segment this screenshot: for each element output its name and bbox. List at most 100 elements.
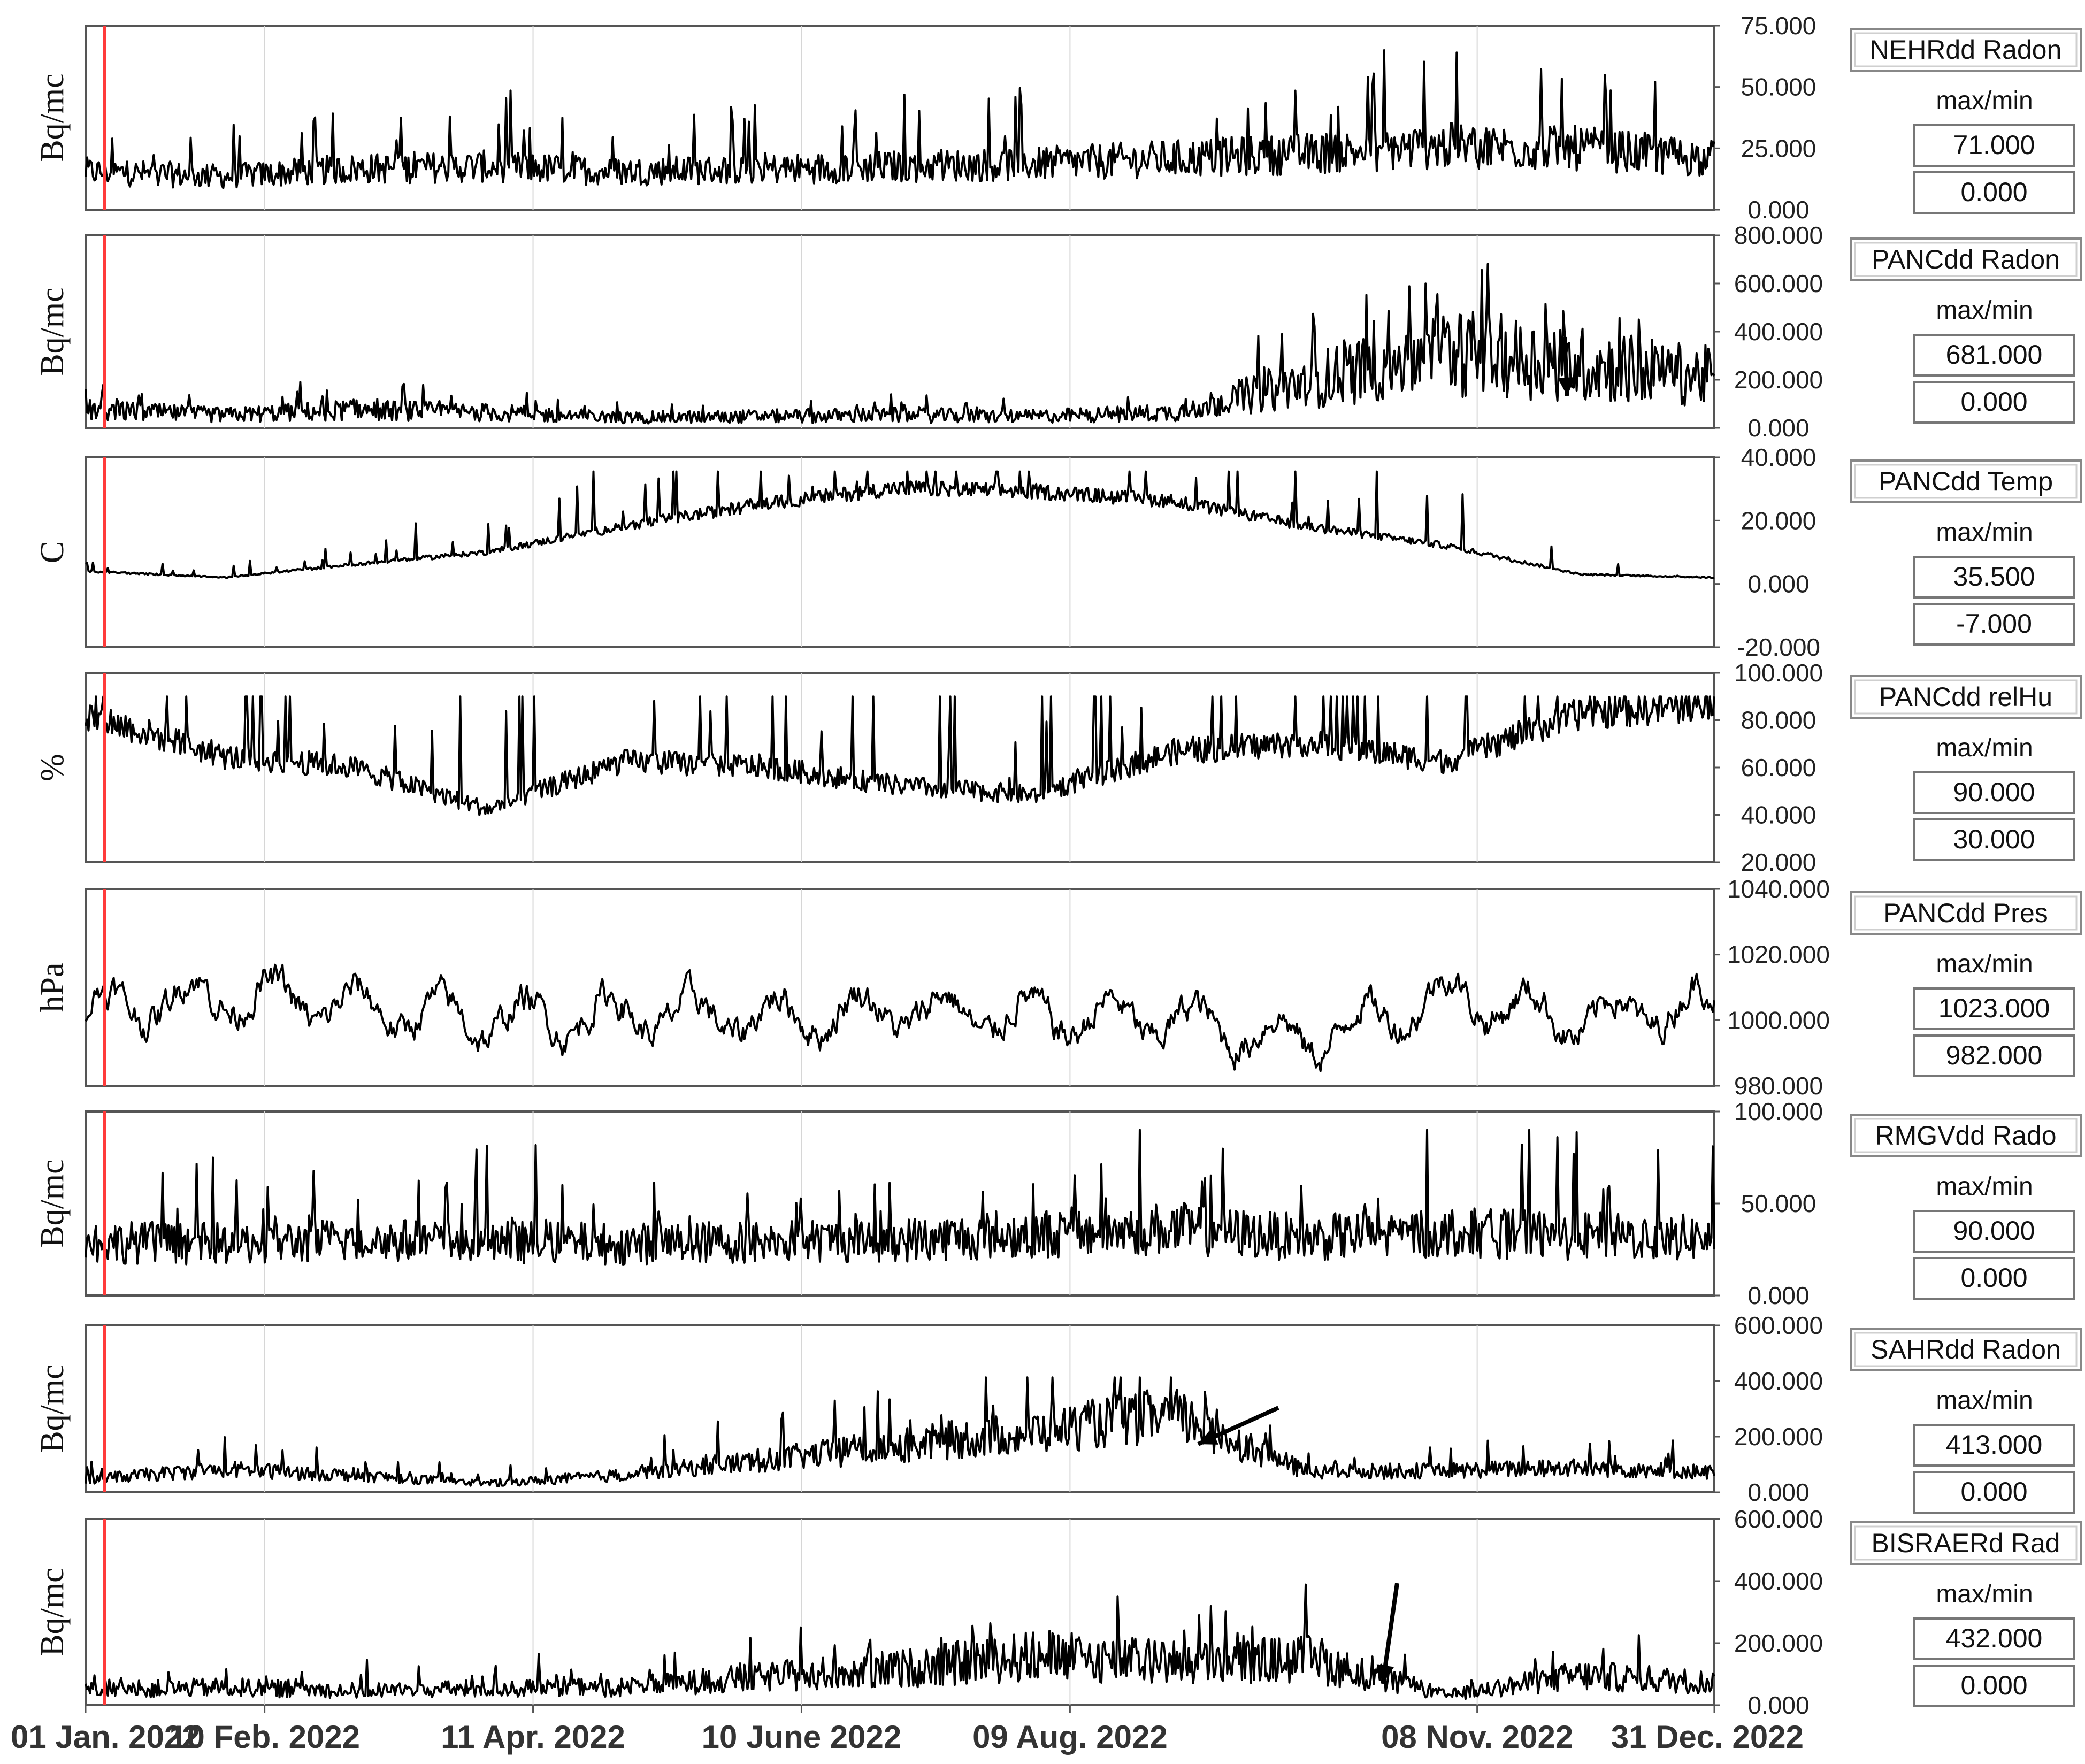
series-badge-inner bbox=[1854, 1118, 2078, 1153]
min-value-box bbox=[1913, 1257, 2075, 1300]
series-badge[interactable] bbox=[1850, 1114, 2082, 1157]
y-tick-label: 50.000 bbox=[1741, 73, 1816, 101]
min-value-box bbox=[1913, 1471, 2075, 1514]
plot-frame bbox=[85, 1110, 1715, 1297]
series-badge-inner bbox=[1854, 32, 2078, 67]
series-badge-label: BISRAERd Rad bbox=[1872, 1528, 2060, 1558]
y-tick-label: 75.000 bbox=[1741, 12, 1816, 40]
series-badge-inner bbox=[1854, 679, 2078, 715]
series-badge[interactable] bbox=[1850, 1521, 2082, 1565]
annotation-arrow-panc-radon bbox=[1557, 336, 1575, 396]
max-value-box bbox=[1913, 556, 2075, 599]
series-line bbox=[85, 1129, 1715, 1266]
y-tick-label: 1000.000 bbox=[1727, 1006, 1830, 1034]
y-tick-label: 0.000 bbox=[1747, 196, 1809, 224]
max-value: 432.000 bbox=[1946, 1623, 2043, 1653]
series-line bbox=[85, 263, 1715, 425]
min-value: 0.000 bbox=[1960, 1477, 2027, 1507]
series-line bbox=[85, 1376, 1715, 1487]
x-tick-label: 09 Aug. 2022 bbox=[972, 1719, 1168, 1755]
min-value: 0.000 bbox=[1960, 1670, 2027, 1700]
max-value: 681.000 bbox=[1946, 340, 2043, 370]
y-tick-label: 100.000 bbox=[1734, 659, 1823, 687]
max-value: 90.000 bbox=[1953, 1216, 2035, 1246]
x-tick-label: 01 Jan. 2022 bbox=[11, 1719, 200, 1755]
panel-bisraer: Bq/mc 600.000 400.000 200.000 0.000 BISRAERd … bbox=[34, 1505, 2082, 1719]
y-tick-label: 1020.000 bbox=[1727, 941, 1830, 969]
series-line bbox=[85, 1583, 1715, 1700]
annotation-arrow-bisraer bbox=[1376, 1583, 1399, 1684]
min-value-box bbox=[1913, 603, 2075, 646]
max-value-box bbox=[1913, 334, 2075, 377]
series-badge-inner bbox=[1854, 1525, 2078, 1561]
series-badge-inner bbox=[1854, 895, 2078, 931]
panel-panc-temp: C 40.000 20.000 0.000 -20.000 PANCdd Temp max/… bbox=[34, 443, 2082, 661]
y-tick-label: 600.000 bbox=[1734, 1505, 1823, 1533]
max-value: 71.000 bbox=[1953, 130, 2035, 160]
y-axis-label: C bbox=[34, 541, 71, 563]
series-line bbox=[85, 470, 1715, 579]
y-tick-label: 400.000 bbox=[1734, 1367, 1823, 1395]
series-line bbox=[85, 49, 1715, 189]
max-min-label: max/min bbox=[1936, 950, 2033, 978]
x-tick-label: 10 June 2022 bbox=[702, 1719, 902, 1755]
y-axis-label: Bq/mc bbox=[34, 287, 71, 375]
y-tick-label: 200.000 bbox=[1734, 1423, 1823, 1451]
max-min-label: max/min bbox=[1936, 734, 2033, 762]
series-badge-label: PANCdd relHu bbox=[1879, 682, 2052, 712]
min-value-box bbox=[1913, 1665, 2075, 1707]
y-tick-label: 200.000 bbox=[1734, 366, 1823, 394]
series-badge-label: PANCdd Temp bbox=[1879, 466, 2053, 496]
max-value: 1023.000 bbox=[1938, 993, 2050, 1023]
series-badge-label: SAHRdd Radon bbox=[1871, 1334, 2061, 1364]
series-badge[interactable] bbox=[1850, 675, 2082, 719]
y-tick-label: 60.000 bbox=[1741, 754, 1816, 781]
series-line bbox=[85, 695, 1715, 816]
y-tick-label: 0.000 bbox=[1747, 1478, 1809, 1506]
y-tick-label: 0.000 bbox=[1747, 570, 1809, 598]
max-min-label: max/min bbox=[1936, 1172, 2033, 1201]
series-badge[interactable] bbox=[1850, 891, 2082, 935]
min-value: -7.000 bbox=[1956, 609, 2032, 639]
plot-frame bbox=[85, 888, 1715, 1087]
y-tick-label: 800.000 bbox=[1734, 221, 1823, 249]
y-tick-label: 100.000 bbox=[1734, 1098, 1823, 1125]
y-tick-label: 40.000 bbox=[1741, 801, 1816, 829]
series-badge[interactable] bbox=[1850, 1328, 2082, 1371]
y-axis-label: Bq/mc bbox=[34, 1568, 71, 1656]
y-tick-label: 0.000 bbox=[1747, 1691, 1809, 1719]
max-value: 35.500 bbox=[1953, 562, 2035, 592]
series-badge[interactable] bbox=[1850, 459, 2082, 503]
panel-nehr: Bq/mc 75.000 50.000 25.000 0.000 NEHRdd Radon… bbox=[34, 12, 2082, 224]
series-badge[interactable] bbox=[1850, 237, 2082, 281]
min-value: 30.000 bbox=[1953, 824, 2035, 854]
x-tick-label: 11 Apr. 2022 bbox=[441, 1719, 625, 1755]
max-value-box bbox=[1913, 124, 2075, 167]
series-badge[interactable] bbox=[1850, 28, 2082, 72]
max-value-box bbox=[1913, 987, 2075, 1030]
max-value-box bbox=[1913, 771, 2075, 814]
series-badge-inner bbox=[1854, 1332, 2078, 1367]
max-min-label: max/min bbox=[1936, 1386, 2033, 1415]
max-value: 90.000 bbox=[1953, 777, 2035, 807]
y-tick-label: 0.000 bbox=[1747, 414, 1809, 442]
panel-panc-pres: hPa 1040.000 1020.000 1000.000 980.000 PANCdd… bbox=[34, 875, 2082, 1100]
y-tick-label: 400.000 bbox=[1734, 318, 1823, 346]
y-tick-label: 0.000 bbox=[1747, 1282, 1809, 1309]
series-badge-label: PANCdd Radon bbox=[1872, 244, 2060, 274]
y-axis-label: Bq/mc bbox=[34, 73, 71, 162]
panel-panc-radon: Bq/mc 800.000 600.000 400.000 200.000 0.000 PA… bbox=[34, 221, 2082, 442]
y-axis-label: Bq/mc bbox=[34, 1364, 71, 1453]
y-tick-label: 600.000 bbox=[1734, 1312, 1823, 1339]
max-min-label: max/min bbox=[1936, 518, 2033, 547]
y-tick-label: 600.000 bbox=[1734, 270, 1823, 297]
plot-frame bbox=[85, 25, 1715, 211]
y-tick-label: 400.000 bbox=[1734, 1567, 1823, 1595]
min-value-box bbox=[1913, 171, 2075, 214]
max-value-box bbox=[1913, 1424, 2075, 1467]
min-value-box bbox=[1913, 818, 2075, 861]
annotation-arrow-sahr bbox=[1197, 1406, 1279, 1446]
x-tick-label: 31 Dec. 2022 bbox=[1611, 1719, 1804, 1755]
max-min-label: max/min bbox=[1936, 87, 2033, 115]
